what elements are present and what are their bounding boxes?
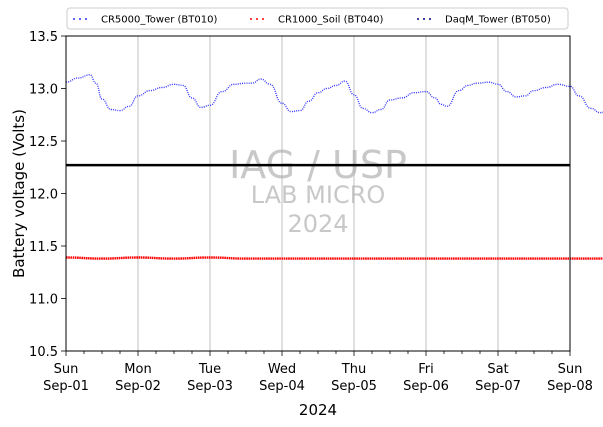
x-tick-label-day: Sun (54, 362, 79, 377)
y-tick-label: 11.5 (29, 240, 58, 255)
legend-marker-3 (417, 18, 419, 20)
legend-marker-2 (250, 18, 252, 20)
watermark: IAG / USP LAB MICRO 2024 (229, 143, 407, 238)
legend-marker-2 (262, 18, 264, 20)
y-tick-label: 12.0 (29, 188, 58, 203)
x-tick-label-day: Wed (268, 362, 296, 377)
x-tick-label-date: Sep-02 (115, 379, 161, 394)
x-axis-label: 2024 (299, 401, 337, 419)
x-tick-label-day: Tue (198, 362, 221, 377)
legend-label-2: CR1000_Soil (BT040) (278, 15, 384, 26)
x-tick-label-date: Sep-06 (403, 379, 449, 394)
legend-marker-2 (256, 18, 258, 20)
legend-marker-1 (85, 18, 87, 20)
watermark-line-3: 2024 (287, 210, 348, 238)
y-tick-label: 13.5 (29, 30, 58, 45)
x-tick-label-day: Mon (124, 362, 151, 377)
x-tick-label-day: Thu (341, 362, 366, 377)
y-tick-label: 12.5 (29, 135, 58, 150)
legend: CR5000_Tower (BT010) CR1000_Soil (BT040) D… (66, 7, 569, 30)
legend-marker-1 (79, 18, 81, 20)
y-tick-label: 11.0 (29, 293, 58, 308)
x-tick-label-date: Sep-03 (187, 379, 233, 394)
x-tick-label-date: Sep-01 (43, 379, 89, 394)
legend-marker-3 (429, 18, 431, 20)
legend-marker-1 (73, 18, 75, 20)
x-tick-label-day: Sun (558, 362, 583, 377)
y-tick-label: 13.0 (29, 83, 58, 98)
watermark-line-2: LAB MICRO (251, 181, 386, 209)
x-tick-label-day: Fri (418, 362, 434, 377)
x-tick-label-day: Sat (487, 362, 508, 377)
legend-label-3: DaqM_Tower (BT050) (445, 15, 551, 26)
y-axis-label: Battery voltage (Volts) (10, 109, 28, 278)
x-tick-label-date: Sep-04 (259, 379, 305, 394)
x-tick-label-date: Sep-05 (331, 379, 377, 394)
x-tick-label-date: Sep-08 (547, 379, 593, 394)
legend-frame (66, 7, 569, 30)
legend-marker-3 (423, 18, 425, 20)
series-line-1 (65, 74, 603, 114)
legend-label-1: CR5000_Tower (BT010) (101, 15, 217, 26)
x-tick-label-date: Sep-07 (475, 379, 521, 394)
y-tick-label: 10.5 (29, 345, 58, 360)
series-line-2 (65, 256, 603, 260)
